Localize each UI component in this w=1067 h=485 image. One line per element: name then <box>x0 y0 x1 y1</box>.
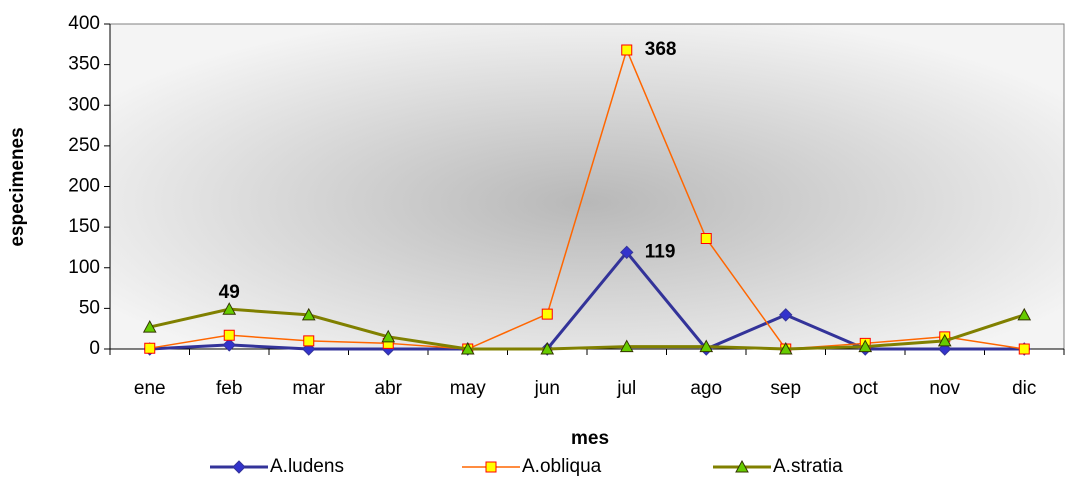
y-tick-label: 300 <box>68 94 100 115</box>
data-label: 49 <box>219 282 240 303</box>
y-tick-label: 250 <box>68 135 100 156</box>
legend-marker <box>232 460 246 474</box>
series-line <box>149 249 1025 351</box>
data-label: 368 <box>645 39 677 60</box>
x-tick-label: ago <box>690 378 722 399</box>
x-tick-label: dic <box>1012 378 1036 399</box>
legend-marker <box>485 461 497 473</box>
point-marker <box>301 307 316 321</box>
y-tick-label: 200 <box>68 176 100 197</box>
y-tick-label: 150 <box>68 216 100 237</box>
data-label: 119 <box>645 241 676 262</box>
point-marker <box>620 245 634 260</box>
point-marker <box>540 341 555 355</box>
point-marker <box>699 339 714 353</box>
x-tick-label: sep <box>770 378 801 399</box>
point-marker <box>223 329 235 341</box>
y-tick-label: 400 <box>68 13 100 34</box>
x-tick-label: ene <box>134 378 166 399</box>
x-tick-label: nov <box>929 378 960 399</box>
y-axis-title: especimenes <box>7 127 28 246</box>
y-tick-label: 100 <box>68 257 100 278</box>
x-tick-label: mar <box>292 378 325 399</box>
point-marker <box>541 308 553 320</box>
point-marker <box>1017 307 1032 321</box>
point-marker <box>858 339 873 353</box>
point-marker <box>142 320 157 333</box>
series-line <box>149 307 1025 351</box>
point-marker <box>779 308 793 322</box>
x-axis-title: mes <box>571 428 609 449</box>
point-marker <box>1018 343 1030 355</box>
point-marker <box>778 341 793 355</box>
point-marker <box>621 44 633 56</box>
x-tick-label: jun <box>534 378 560 399</box>
point-marker <box>619 339 634 353</box>
x-tick-label: abr <box>375 378 403 399</box>
legend-label: A.ludens <box>270 456 344 477</box>
x-tick-label: oct <box>853 378 879 399</box>
point-marker <box>222 302 237 315</box>
point-marker <box>144 342 156 354</box>
series-line <box>149 47 1025 350</box>
legend-marker <box>735 459 749 473</box>
x-tick-label: jul <box>616 378 636 399</box>
point-marker <box>700 233 712 244</box>
legend-label: A.stratia <box>773 456 843 477</box>
point-marker <box>460 341 475 355</box>
point-marker <box>222 338 236 352</box>
y-tick-label: 350 <box>68 54 100 75</box>
point-marker <box>381 329 396 343</box>
y-tick-label: 0 <box>89 338 100 359</box>
point-marker <box>303 335 315 347</box>
x-tick-label: feb <box>216 378 242 399</box>
point-marker <box>937 333 952 347</box>
y-tick-label: 50 <box>79 297 100 318</box>
x-tick-label: may <box>450 378 486 399</box>
legend-label: A.obliqua <box>522 456 602 477</box>
plot-area <box>109 23 1065 350</box>
